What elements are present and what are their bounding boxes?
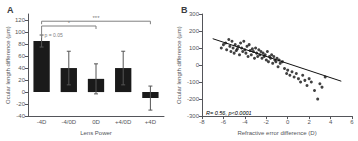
svg-text:-200: -200 (187, 96, 200, 102)
svg-text:-4/0D: -4/0D (61, 119, 76, 125)
svg-text:6: 6 (350, 119, 354, 125)
svg-text:0: 0 (286, 119, 290, 125)
svg-text:80: 80 (18, 41, 25, 47)
svg-text:B: B (181, 5, 188, 15)
svg-text:+4D: +4D (145, 119, 157, 125)
svg-text:-2: -2 (264, 119, 270, 125)
svg-text:Ocular length difference (μm): Ocular length difference (μm) (5, 26, 11, 104)
svg-text:-8: -8 (199, 119, 205, 125)
svg-text:Refractive error difference (D: Refractive error difference (D) (237, 130, 316, 136)
svg-text:A: A (7, 5, 14, 15)
svg-text:-4D: -4D (37, 119, 47, 125)
svg-text:0D: 0D (92, 119, 100, 125)
svg-text:-4: -4 (242, 119, 248, 125)
svg-text:60: 60 (18, 53, 25, 59)
svg-text:120: 120 (15, 17, 26, 23)
svg-text:300: 300 (189, 11, 200, 17)
svg-text:-40: -40 (16, 113, 25, 119)
svg-text:0: 0 (22, 89, 26, 95)
svg-text:100: 100 (15, 29, 26, 35)
svg-text:200: 200 (189, 28, 200, 34)
svg-text:-20: -20 (16, 101, 25, 107)
svg-text:Lens Power: Lens Power (80, 130, 112, 136)
svg-text:R= 0.56, p<0.0001: R= 0.56, p<0.0001 (206, 110, 252, 116)
svg-text:100: 100 (189, 45, 200, 51)
svg-text:0: 0 (196, 62, 200, 68)
svg-text:+4/0D: +4/0D (115, 119, 132, 125)
svg-text:20: 20 (18, 77, 25, 83)
svg-text:Ocular length difference (μm): Ocular length difference (μm) (176, 26, 182, 104)
svg-text:-100: -100 (187, 79, 200, 85)
svg-text:40: 40 (18, 65, 25, 71)
svg-text:4: 4 (329, 119, 333, 125)
svg-text:2: 2 (307, 119, 311, 125)
svg-text:-300: -300 (187, 113, 200, 119)
svg-text:p = 0.05: p = 0.05 (45, 32, 63, 38)
svg-text:***: *** (92, 15, 100, 21)
svg-text:-6: -6 (221, 119, 227, 125)
